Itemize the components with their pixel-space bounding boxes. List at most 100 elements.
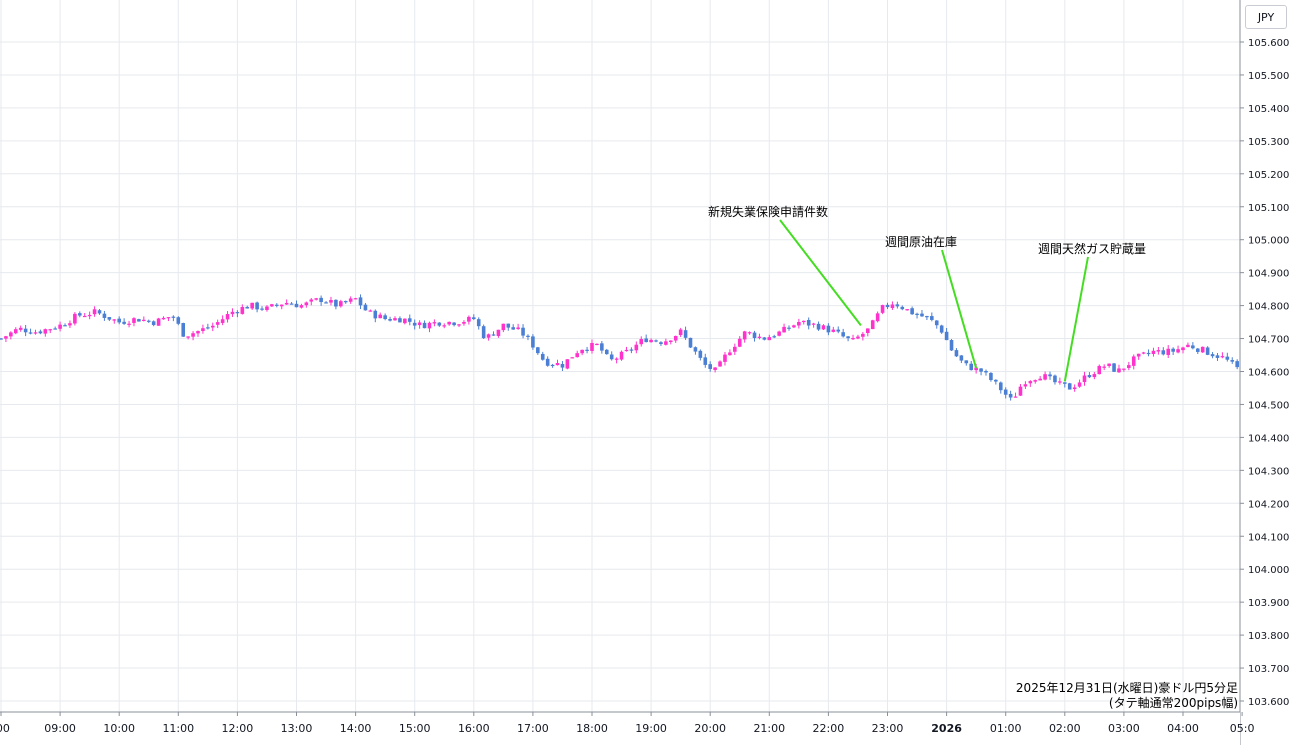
candle-body (713, 367, 717, 370)
candle (683, 326, 688, 340)
candle (762, 336, 767, 341)
candle (713, 367, 717, 373)
candle-body (447, 321, 451, 325)
annotation-leader-crude-inventory (941, 249, 978, 369)
candle (393, 316, 397, 321)
candle (146, 319, 151, 323)
candle (595, 343, 599, 346)
candle-body (570, 357, 575, 359)
candle-body (329, 299, 333, 303)
y-tick-label: 105.000 (1248, 236, 1289, 247)
candle-body (240, 307, 245, 314)
candle (220, 315, 225, 326)
candle (1013, 392, 1018, 398)
candle (210, 322, 215, 332)
x-tick-label: 18:00 (576, 722, 608, 735)
candle (102, 310, 107, 321)
candle (964, 360, 969, 366)
candle-body (353, 298, 358, 300)
x-tick-label: 20:00 (694, 722, 726, 735)
candle (398, 316, 402, 323)
candle (206, 323, 210, 330)
candle-body (718, 361, 722, 367)
candle (1205, 346, 1210, 356)
candle-body (122, 321, 126, 324)
candle-body (289, 303, 294, 305)
candle-body (82, 315, 87, 318)
candle (634, 341, 639, 354)
candle (43, 328, 48, 337)
candle-body (821, 325, 826, 330)
y-tick-label: 105.100 (1248, 203, 1289, 214)
x-tick-label: 2026 (931, 722, 962, 735)
candle (949, 339, 954, 351)
candle-body (28, 332, 33, 334)
candle-body (954, 350, 959, 357)
candle-body (930, 316, 934, 320)
candle-body (639, 339, 644, 345)
currency-unit-badge[interactable]: JPY (1245, 5, 1287, 29)
candle-body (38, 331, 43, 334)
candle-body (619, 351, 624, 360)
candle (708, 361, 712, 372)
candle-body (659, 342, 663, 345)
candle (811, 322, 816, 328)
candle (698, 349, 703, 361)
candle-body (142, 319, 146, 321)
candle-body (23, 328, 28, 333)
candle-body (1220, 356, 1225, 358)
candle-body (437, 322, 442, 326)
candle-body (1107, 363, 1111, 367)
candle-body (816, 323, 821, 330)
candle-body (334, 299, 338, 307)
candle-body (752, 332, 757, 339)
candle (1043, 371, 1047, 381)
candle (240, 304, 245, 315)
candle-body (1186, 344, 1190, 348)
candle (900, 305, 905, 311)
candle-body (442, 325, 447, 327)
candle (87, 311, 92, 320)
candle (156, 317, 161, 326)
candle-body (531, 336, 535, 348)
candle-body (688, 337, 693, 348)
candle-body (767, 337, 772, 341)
candle-body (181, 323, 186, 337)
candle-body (1131, 356, 1136, 366)
candle-body (846, 336, 850, 339)
candle-body (432, 322, 437, 324)
candle-body (265, 306, 269, 311)
candle (604, 348, 609, 355)
candle-body (654, 340, 658, 342)
candle-body (452, 322, 456, 326)
candle-body (339, 301, 343, 307)
candle (688, 337, 693, 349)
candle (511, 324, 515, 330)
candle (590, 339, 594, 354)
candle-body (87, 314, 92, 317)
candle (9, 331, 13, 340)
candle (201, 324, 205, 334)
candle-body (166, 317, 171, 319)
candle (915, 312, 919, 319)
candle (486, 333, 491, 341)
candle-body (1210, 354, 1215, 357)
candle (1156, 347, 1161, 355)
y-tick-label: 105.400 (1248, 104, 1289, 115)
candle (294, 300, 299, 308)
x-tick-label: 11:00 (162, 722, 194, 735)
candle-body (969, 363, 974, 371)
candle (417, 320, 422, 329)
candle (747, 331, 752, 335)
candle (1067, 382, 1072, 390)
candle (536, 346, 540, 355)
candle-body (915, 313, 919, 315)
candle (782, 323, 786, 333)
candle (1200, 346, 1205, 353)
candle-body (201, 328, 205, 332)
candle-body (102, 313, 107, 318)
candle (329, 296, 333, 306)
candle (191, 331, 195, 341)
candle-body (836, 329, 841, 332)
